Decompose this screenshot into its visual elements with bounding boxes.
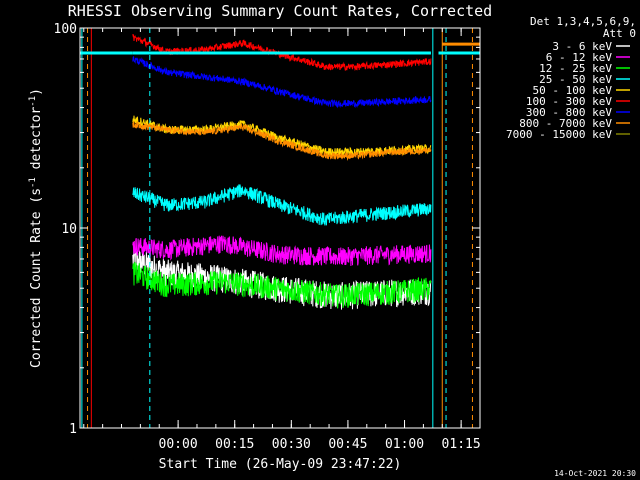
chart-title: RHESSI Observing Summary Count Rates, Co…: [68, 2, 492, 20]
legend-header-line-2: Att 0: [603, 27, 636, 40]
x-tick-label-2: 00:30: [272, 437, 311, 452]
y-axis-label: Corrected Count Rate (s-1 detector-1): [28, 88, 44, 368]
series-line-6: [132, 55, 432, 109]
series-line-7: [132, 121, 432, 162]
legend-label-4: 50 - 100 keV: [533, 84, 613, 97]
series-line-5: [132, 34, 432, 72]
x-axis-label: Start Time (26-May-09 23:47:22): [159, 457, 402, 472]
legend-label-0: 3 - 6 keV: [552, 40, 612, 53]
legend-label-7: 800 - 7000 keV: [519, 117, 612, 130]
x-tick-label-1: 00:15: [215, 437, 254, 452]
series-line-2: [132, 261, 432, 309]
timestamp: 14-Oct-2021 20:30: [554, 469, 636, 478]
legend-label-5: 100 - 300 keV: [526, 95, 612, 108]
y-tick-label-2: 1: [69, 422, 77, 437]
x-tick-label-0: 00:00: [159, 437, 198, 452]
legend-label-1: 6 - 12 keV: [546, 51, 613, 64]
series-line-1: [132, 235, 432, 267]
plot-frame: [79, 27, 481, 429]
legend-label-6: 300 - 800 keV: [526, 106, 612, 119]
series-line-3: [132, 184, 432, 226]
legend-label-3: 25 - 50 keV: [539, 73, 612, 86]
legend-label-8: 7000 - 15000 keV: [506, 128, 612, 141]
x-tick-label-4: 01:00: [385, 437, 424, 452]
y-tick-label-1: 10: [61, 222, 77, 237]
legend-header-line-1: Det 1,3,4,5,6,9,: [530, 15, 636, 28]
legend-label-2: 12 - 25 keV: [539, 62, 612, 75]
y-tick-label-0: 100: [54, 22, 77, 37]
y-axis: 100 10 1: [54, 22, 480, 437]
x-tick-label-3: 00:45: [328, 437, 367, 452]
series-line-0: [132, 246, 432, 310]
x-tick-label-5: 01:15: [442, 437, 481, 452]
x-axis: 00:00 00:15 00:30 00:45 01:00 01:15: [83, 28, 481, 452]
